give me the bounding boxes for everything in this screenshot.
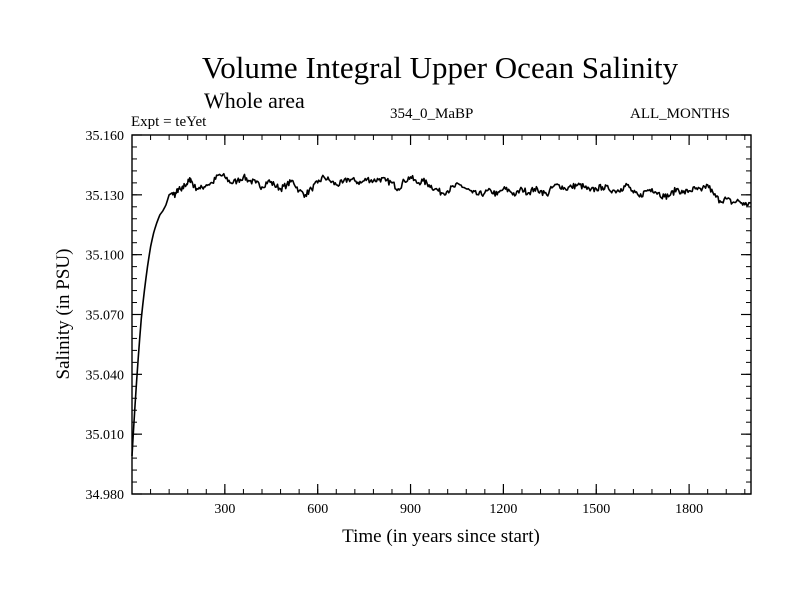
y-tick-label: 35.040 <box>86 368 125 383</box>
x-tick-label: 600 <box>307 502 328 517</box>
plot-frame <box>131 134 752 495</box>
y-axis-label: Salinity (in PSU) <box>53 249 74 380</box>
x-tick-label: 1800 <box>675 502 703 517</box>
x-axis-label: Time (in years since start) <box>342 526 540 547</box>
run-id-label: 354_0_MaBP <box>390 106 474 122</box>
salinity-series-line <box>131 172 751 457</box>
axis-ticks <box>132 134 751 495</box>
x-tick-label: 300 <box>214 502 235 517</box>
y-tick-label: 35.100 <box>86 249 125 264</box>
y-tick-label: 35.070 <box>86 309 125 324</box>
x-tick-label: 1200 <box>489 502 517 517</box>
chart-title: Volume Integral Upper Ocean Salinity <box>201 50 679 85</box>
months-label: ALL_MONTHS <box>630 106 730 122</box>
y-tick-label: 35.130 <box>86 189 125 204</box>
y-tick-labels: 34.980 35.010 35.040 35.070 35.100 35.130 35.1… <box>86 129 125 503</box>
y-tick-label: 34.980 <box>86 488 125 503</box>
y-tick-label: 35.160 <box>86 129 125 144</box>
experiment-label: Expt = teYet <box>131 114 207 130</box>
area-subtitle: Whole area <box>204 88 305 113</box>
x-tick-label: 1500 <box>582 502 610 517</box>
x-tick-label: 900 <box>400 502 421 517</box>
x-tick-labels: 300 600 900 1200 1500 1800 <box>214 502 703 517</box>
y-tick-label: 35.010 <box>86 428 125 443</box>
